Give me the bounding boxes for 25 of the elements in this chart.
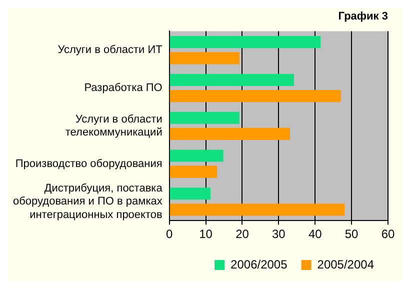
x-tick-label: 60: [381, 227, 395, 242]
bar: [170, 204, 345, 216]
y-tick-label: Услуги в области телекоммуникаций: [65, 113, 162, 139]
bar: [170, 188, 211, 200]
x-tick-label: 0: [166, 227, 174, 242]
x-tick-label: 50: [344, 227, 359, 242]
bar: [170, 128, 290, 140]
bar: [170, 74, 294, 86]
legend-label: 2005/2004: [317, 257, 374, 272]
bar: [170, 90, 341, 102]
y-tick-label: Дистрибуция, поставка оборудования и ПО в рамках интеграционных проектов: [13, 182, 164, 221]
y-tick-label: Услуги в области ИТ: [58, 44, 163, 56]
bar: [170, 112, 240, 124]
x-tick-label: 10: [199, 227, 213, 242]
y-tick-label: Разработка ПО: [84, 82, 163, 94]
bar: [170, 36, 321, 48]
bar: [170, 150, 224, 162]
x-tick-label: 30: [272, 227, 286, 242]
y-tick-label: Производство оборудования: [15, 158, 162, 170]
chart-title: График 3: [338, 10, 388, 23]
bar: [170, 166, 218, 178]
x-tick-label: 20: [236, 227, 250, 242]
x-tick-label: 40: [308, 227, 322, 242]
bar: [170, 52, 240, 64]
legend-label: 2006/2005: [230, 257, 288, 272]
